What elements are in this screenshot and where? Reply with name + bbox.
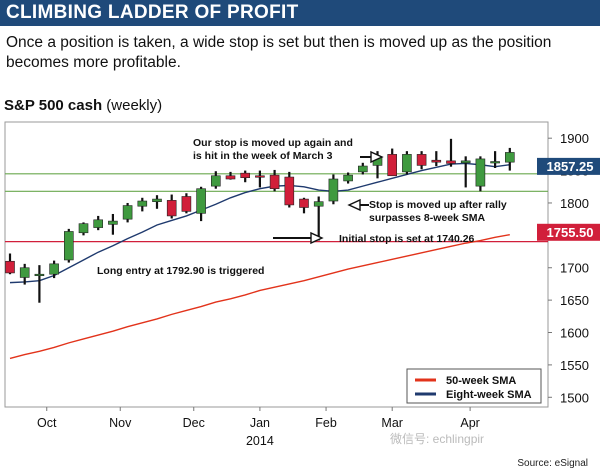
sma50-line: [9, 234, 510, 360]
legend-label-sma50: 50-week SMA: [446, 375, 516, 387]
candle-body: [211, 175, 221, 187]
candle-body: [328, 178, 339, 202]
candle-body: [343, 174, 353, 182]
candle-body: [108, 220, 118, 225]
price-tag-label-0: 1857.25: [547, 159, 594, 174]
candle-body: [122, 205, 133, 220]
candle-body: [475, 158, 486, 187]
candle-body: [34, 273, 45, 277]
annotation-stop1-arrow-head: [347, 198, 361, 212]
candle-body: [357, 165, 368, 173]
candle-body: [49, 263, 59, 275]
candle-body: [166, 200, 177, 217]
x-month-label: Oct: [37, 416, 57, 430]
x-month-label: Feb: [315, 416, 337, 430]
annotation-stop2-arrow-head: [370, 150, 384, 164]
candle-body: [19, 267, 30, 278]
candle-body: [5, 260, 15, 274]
candle-body: [416, 154, 427, 166]
candle-body: [299, 198, 309, 208]
candle-body: [504, 152, 515, 163]
sma8-line: [9, 162, 510, 284]
source-note: Source: eSignal: [517, 458, 588, 469]
legend-label-sma8: Eight-week SMA: [446, 389, 532, 401]
annotation-initial-text: Initial stop is set at 1740.26: [339, 233, 475, 245]
candle-body: [225, 175, 236, 180]
candle-body: [240, 172, 250, 179]
price-chart: 150015501600165017001750180018501900OctN…: [4, 121, 600, 448]
legend-box: [406, 368, 542, 404]
price-tag-0: [537, 157, 600, 175]
y-tick-label: 1650: [560, 293, 589, 308]
page-title: CLIMBING LADDER OF PROFIT: [6, 2, 299, 23]
candle-body: [313, 201, 324, 207]
annotation-entry-text: Long entry at 1792.90 is triggered: [97, 265, 264, 277]
watermark-text: 微信号: echlingpir: [390, 432, 485, 446]
chart-heading-light: (weekly): [106, 97, 163, 114]
candle-body: [137, 200, 148, 207]
x-month-label: Nov: [109, 416, 132, 430]
y-tick-label: 1550: [560, 358, 589, 373]
x-month-label: Apr: [460, 416, 479, 430]
plot-frame: [4, 121, 549, 408]
page-title-bar: CLIMBING LADDER OF PROFIT: [0, 0, 600, 26]
annotation-stop1-line2: surpasses 8-week SMA: [369, 212, 486, 224]
candle-body: [284, 176, 295, 206]
candle-body: [78, 223, 89, 234]
x-month-label: Dec: [183, 416, 205, 430]
candle-body: [460, 160, 471, 164]
chart-heading: S&P 500 cash (weekly): [4, 97, 162, 114]
candle-body: [255, 175, 265, 178]
annotation-initial-arrow-head: [310, 231, 324, 245]
x-month-label: Mar: [381, 416, 403, 430]
annotation-stop2-line2: is hit in the week of March 3: [193, 150, 333, 162]
annotation-stop1-line1: Stop is moved up after rally: [369, 199, 507, 211]
y-tick-label: 1700: [560, 261, 589, 276]
annotation-stop2-line1: Our stop is moved up again and: [193, 137, 353, 149]
candle-body: [446, 160, 456, 164]
x-year-label: 2014: [246, 434, 274, 448]
legend: 50-week SMA Eight-week SMA: [406, 368, 542, 404]
candle-body: [387, 154, 398, 177]
candle-body: [402, 154, 412, 173]
price-tag-2: [537, 223, 600, 241]
candle-body: [181, 196, 192, 212]
price-tag-label-2: 1755.50: [547, 225, 594, 240]
candle-body: [431, 159, 442, 163]
candle-body: [269, 174, 280, 190]
y-tick-label: 1900: [560, 131, 589, 146]
candle-body: [490, 161, 500, 164]
x-month-label: Jan: [250, 416, 270, 430]
page-subtitle: Once a position is taken, a wide stop is…: [6, 34, 552, 71]
y-tick-label: 1500: [560, 390, 589, 405]
y-tick-label: 1600: [560, 326, 589, 341]
candle-body: [152, 198, 162, 202]
candle-body: [196, 188, 206, 214]
y-tick-label: 1800: [560, 196, 589, 211]
chart-heading-bold: S&P 500 cash: [4, 97, 103, 114]
candle-body: [93, 219, 103, 228]
candle-body: [64, 231, 74, 261]
